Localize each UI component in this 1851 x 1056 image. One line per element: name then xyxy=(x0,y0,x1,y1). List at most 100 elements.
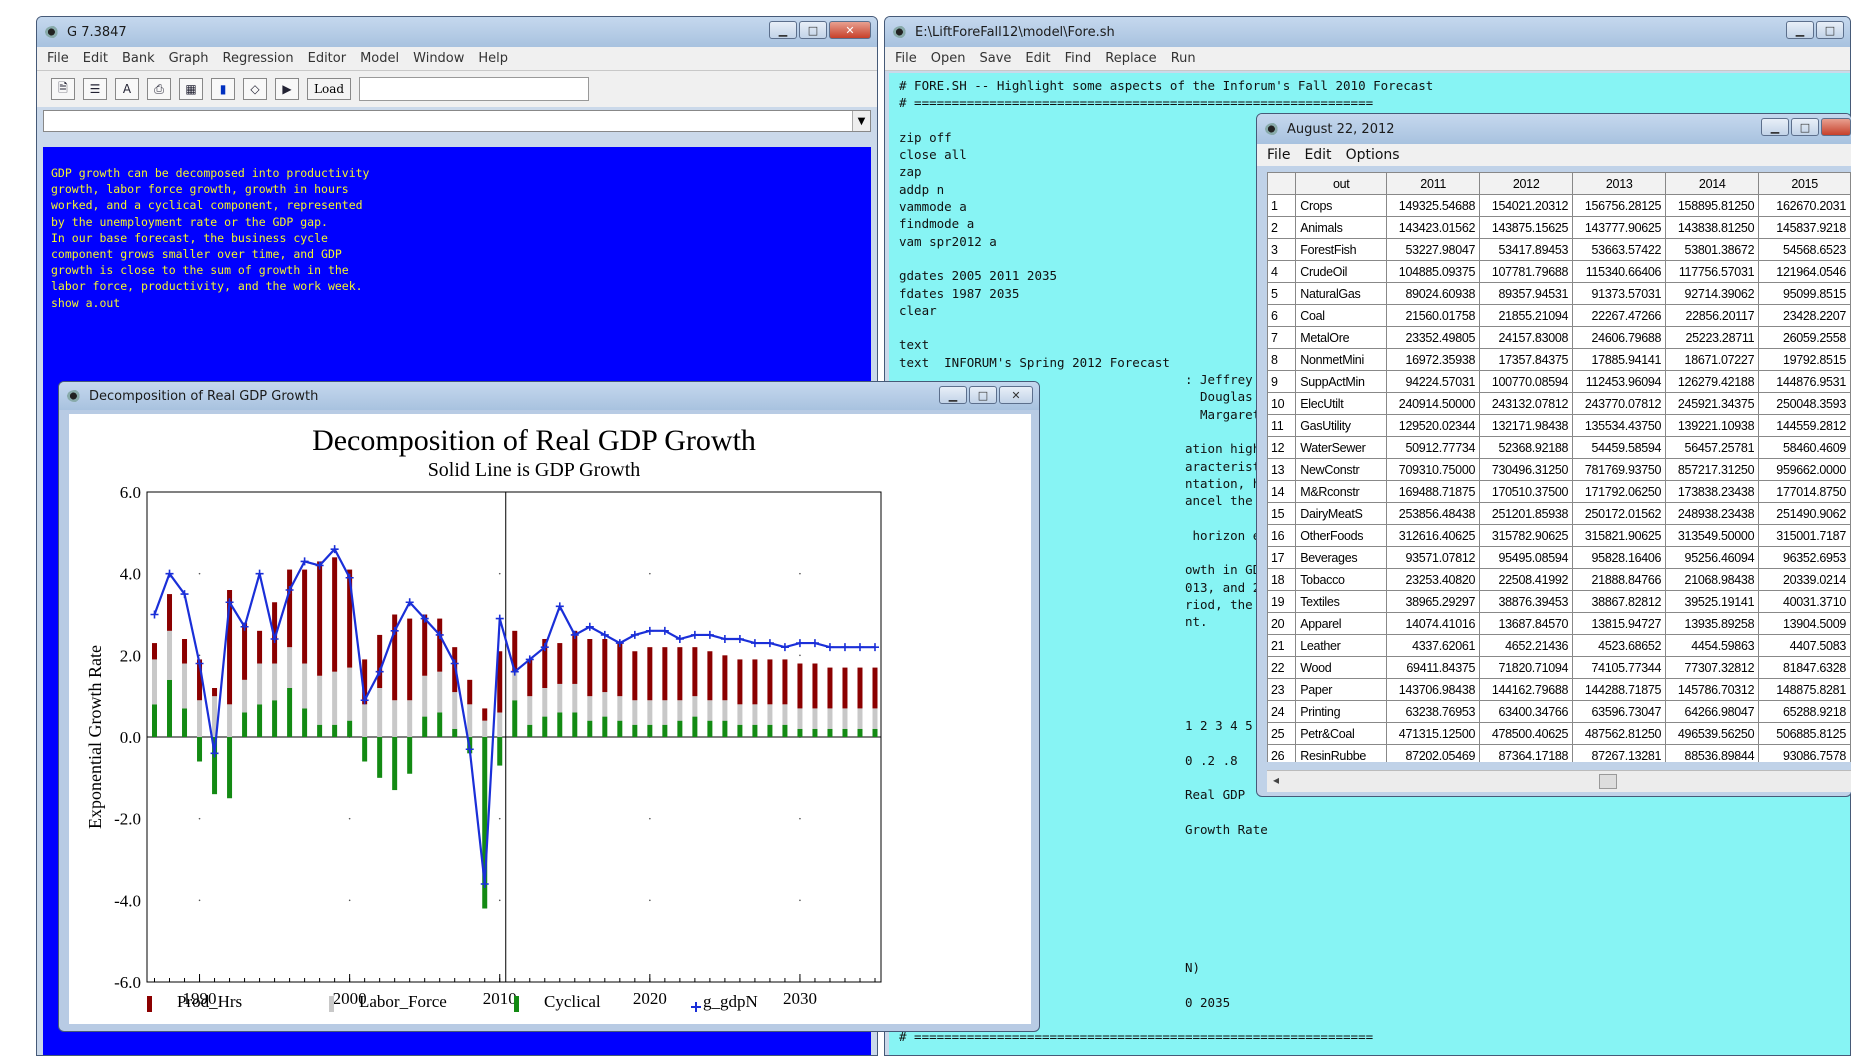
command-history-combo[interactable]: ▼ xyxy=(43,110,871,132)
table-cell: 54568.6523 xyxy=(1758,238,1851,261)
table-row[interactable]: 26 ResinRubbe 87202.05469 87364.17188 87267.… xyxy=(1267,744,1851,762)
fore-menu-edit[interactable]: Edit xyxy=(1025,51,1051,66)
table-row[interactable]: 13 NewConstr 709310.75000 730496.31250 78176… xyxy=(1267,458,1851,481)
table-row[interactable]: 17 Beverages 93571.07812 95495.08594 95828.1… xyxy=(1267,546,1851,569)
table-row[interactable]: 2 Animals 143423.01562 143875.15625 143777.9… xyxy=(1267,216,1851,239)
new-file-icon[interactable]: 🗎 xyxy=(51,78,75,100)
eraser-icon[interactable]: ◇ xyxy=(243,78,267,100)
prod-hrs-bar xyxy=(677,647,683,701)
g7-menu-regression[interactable]: Regression xyxy=(222,51,294,66)
column-header[interactable]: 2015 xyxy=(1758,172,1851,195)
table-row[interactable]: 11 GasUtility 129520.02344 132171.98438 1355… xyxy=(1267,414,1851,437)
g7-menu-file[interactable]: File xyxy=(47,51,69,66)
grid-dot xyxy=(649,572,651,575)
table-row[interactable]: 15 DairyMeatS 253856.48438 251201.85938 2501… xyxy=(1267,502,1851,525)
minimize-button[interactable]: ▁ xyxy=(1761,118,1789,136)
run-icon[interactable]: ▶ xyxy=(275,78,299,100)
table-row[interactable]: 19 Textiles 38965.29297 38876.39453 38867.82… xyxy=(1267,590,1851,613)
table-cell: 91373.57031 xyxy=(1572,282,1667,305)
edit-file-icon[interactable]: ☰ xyxy=(83,78,107,100)
gdp-growth-marker xyxy=(585,622,594,631)
prod-hrs-bar xyxy=(332,557,338,672)
table-row[interactable]: 6 Coal 21560.01758 21855.21094 22267.47266 22… xyxy=(1267,304,1851,327)
model-icon[interactable]: ▮ xyxy=(211,78,235,100)
table-row[interactable]: 10 ElecUtilt 240914.50000 243132.07812 24377… xyxy=(1267,392,1851,415)
table-row[interactable]: 4 CrudeOil 104885.09375 107781.79688 115340.… xyxy=(1267,260,1851,283)
script-line: 1 2 3 4 5 xyxy=(899,717,1253,733)
g7-menu-bank[interactable]: Bank xyxy=(121,51,155,66)
fore-title-bar[interactable]: E:\LiftForeFall12\model\Fore.sh ▁ □ xyxy=(885,17,1850,47)
close-button[interactable]: ✕ xyxy=(999,386,1033,404)
table-row[interactable]: 7 MetalOre 23352.49805 24157.83008 24606.796… xyxy=(1267,326,1851,349)
g7-menu-edit[interactable]: Edit xyxy=(82,51,108,66)
scroll-left-icon[interactable]: ◂ xyxy=(1273,773,1280,787)
table-cell: 154021.20312 xyxy=(1479,194,1574,217)
table-cell: 781769.93750 xyxy=(1572,458,1667,481)
fore-menu-file[interactable]: File xyxy=(895,51,917,66)
minimize-button[interactable]: ▁ xyxy=(939,386,967,404)
table-row[interactable]: 25 Petr&Coal 471315.12500 478500.40625 48756… xyxy=(1267,722,1851,745)
table-row[interactable]: 14 M&Rconstr 169488.71875 170510.37500 17179… xyxy=(1267,480,1851,503)
sector-name: CrudeOil xyxy=(1295,260,1388,283)
table-row[interactable]: 24 Printing 63238.76953 63400.34766 63596.73… xyxy=(1267,700,1851,723)
table-row[interactable]: 12 WaterSewer 50912.77734 52368.92188 54459.… xyxy=(1267,436,1851,459)
column-header[interactable]: 2012 xyxy=(1479,172,1574,195)
fore-menu-replace[interactable]: Replace xyxy=(1105,51,1157,66)
table-row[interactable]: 18 Tobacco 23253.40820 22508.41992 21888.847… xyxy=(1267,568,1851,591)
g7-menu-editor[interactable]: Editor xyxy=(307,51,347,66)
print-icon[interactable]: ⎙ xyxy=(147,78,171,100)
fore-menu-run[interactable]: Run xyxy=(1170,51,1196,66)
maximize-button[interactable]: □ xyxy=(1791,118,1819,136)
horizontal-scrollbar[interactable]: ◂ xyxy=(1267,770,1851,792)
maximize-button[interactable]: □ xyxy=(799,21,827,39)
table-title-bar[interactable]: August 22, 2012 ▁ □ xyxy=(1257,114,1851,144)
load-button[interactable]: Load xyxy=(307,78,352,100)
fore-menu-find[interactable]: Find xyxy=(1064,51,1092,66)
labor-force-bar xyxy=(167,630,173,680)
scrollbar-thumb[interactable] xyxy=(1599,774,1617,789)
column-header[interactable]: 2013 xyxy=(1572,172,1667,195)
chart-title-bar[interactable]: Decomposition of Real GDP Growth ▁ □ ✕ xyxy=(59,382,1039,410)
table-row[interactable]: 8 NonmetMini 16972.35938 17357.84375 17885.9… xyxy=(1267,348,1851,371)
table-row[interactable]: 21 Leather 4337.62061 4652.21436 4523.68652 4… xyxy=(1267,634,1851,657)
gdp-growth-marker xyxy=(495,614,504,623)
column-header[interactable]: 2014 xyxy=(1665,172,1760,195)
graph-icon[interactable]: ▦ xyxy=(179,78,203,100)
output-line: worked, and a cyclical component, repres… xyxy=(51,198,363,213)
column-header[interactable]: 2011 xyxy=(1386,172,1481,195)
g7-menu-model[interactable]: Model xyxy=(360,51,400,66)
maximize-button[interactable]: □ xyxy=(1816,21,1844,39)
g7-title-bar[interactable]: G 7.3847 ▁ □ ✕ xyxy=(37,17,877,47)
table-row[interactable]: 9 SuppActMin 94224.57031 100770.08594 112453… xyxy=(1267,370,1851,393)
font-icon[interactable]: A xyxy=(115,78,139,100)
g7-menu-help[interactable]: Help xyxy=(478,51,509,66)
g7-menu-window[interactable]: Window xyxy=(413,51,465,66)
command-input[interactable] xyxy=(359,77,590,101)
close-button[interactable]: ✕ xyxy=(829,21,871,39)
chevron-down-icon[interactable]: ▼ xyxy=(852,111,870,131)
table-row[interactable]: 23 Paper 143706.98438 144162.79688 144288.71… xyxy=(1267,678,1851,701)
sector-name: Coal xyxy=(1295,304,1388,327)
labor-force-bar xyxy=(512,671,518,701)
minimize-button[interactable]: ▁ xyxy=(769,21,797,39)
g7-menu-bar: File Edit Bank Graph Regression Editor Model Wi… xyxy=(37,47,877,71)
prod-hrs-bar xyxy=(662,647,668,701)
close-button[interactable] xyxy=(1821,118,1851,136)
table-row[interactable]: 20 Apparel 14074.41016 13687.84570 13815.947… xyxy=(1267,612,1851,635)
table-menu-file[interactable]: File xyxy=(1267,147,1291,163)
table-row[interactable]: 5 NaturalGas 89024.60938 89357.94531 91373.5… xyxy=(1267,282,1851,305)
maximize-button[interactable]: □ xyxy=(969,386,997,404)
fore-menu-save[interactable]: Save xyxy=(979,51,1012,66)
fore-menu-open[interactable]: Open xyxy=(930,51,966,66)
table-menu-edit[interactable]: Edit xyxy=(1304,147,1332,163)
table-row[interactable]: 22 Wood 69411.84375 71820.71094 74105.77344 7… xyxy=(1267,656,1851,679)
table-row[interactable]: 1 Crops 149325.54688 154021.20312 156756.281… xyxy=(1267,194,1851,217)
table-row[interactable]: 3 ForestFish 53227.98047 53417.89453 53663.5… xyxy=(1267,238,1851,261)
g7-menu-graph[interactable]: Graph xyxy=(168,51,209,66)
column-header[interactable]: out xyxy=(1295,172,1388,195)
sector-name: DairyMeatS xyxy=(1295,502,1388,525)
minimize-button[interactable]: ▁ xyxy=(1786,21,1814,39)
legend-swatch xyxy=(691,1002,701,1012)
table-row[interactable]: 16 OtherFoods 312616.40625 315782.90625 3158… xyxy=(1267,524,1851,547)
table-menu-options[interactable]: Options xyxy=(1345,147,1400,163)
